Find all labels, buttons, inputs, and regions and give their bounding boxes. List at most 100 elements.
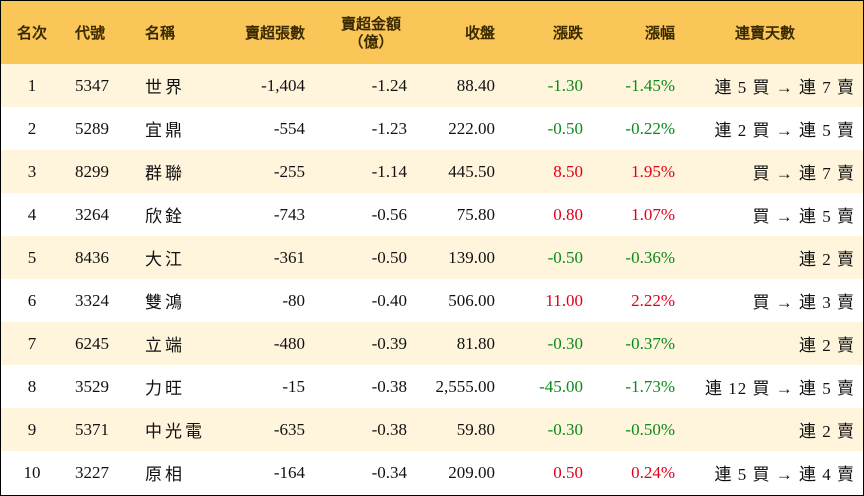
change-cell: -0.30 [547,419,583,439]
change-cell: 0.50 [553,462,583,482]
table-row: 5 8436 大江 -361 -0.50 139.00 -0.50 -0.36% 連 2 賣 [1,236,863,279]
streak-cell: 連 2 賣 [799,422,855,441]
net-sell-cell: -480 [273,333,305,353]
code-cell: 8436 [75,247,109,267]
name-cell: 原相 [145,465,185,484]
table-row: 2 5289 宜鼎 -554 -1.23 222.00 -0.50 -0.22% 連 2 買 →… [1,107,863,150]
streak-cell: 連 5 買 → 連 4 賣 [714,465,855,484]
name-cell: 中光電 [145,422,205,441]
streak-cell: 連 5 買 → 連 7 賣 [714,78,855,97]
name-cell: 大江 [145,250,185,269]
close-price-cell: 75.80 [456,204,495,224]
header-close: 收盤 [464,24,495,42]
net-sell-cell: -361 [273,247,305,267]
change-cell: -0.30 [547,333,583,353]
rank-cell: 10 [23,462,41,482]
rank-cell: 2 [27,118,37,138]
change-cell: -1.30 [547,75,583,95]
net-sell-cell: -1,404 [261,75,305,95]
name-cell: 宜鼎 [145,121,185,140]
change-pct-cell: 1.95% [631,161,675,181]
name-cell: 世界 [145,78,185,97]
net-sell-cell: -80 [282,290,305,310]
rank-cell: 6 [27,290,37,310]
change-cell: -0.50 [547,247,583,267]
close-price-cell: 2,555.00 [435,376,496,396]
table-row: 9 5371 中光電 -635 -0.38 59.80 -0.30 -0.50% 連 2 賣 [1,408,863,451]
code-cell: 6245 [75,333,109,353]
net-sell-cell: -743 [273,204,305,224]
streak-cell: 連 2 賣 [799,250,855,269]
close-price-cell: 88.40 [456,75,495,95]
header-net-amount: 賣超金額 （億） [305,1,407,64]
header-rank: 名次 [16,24,47,42]
streak-cell: 買 → 連 7 賣 [752,164,855,183]
header-net-amount-title: 賣超金額 [340,14,401,33]
net-sell-cell: -164 [273,462,305,482]
net-amount-cell: -1.24 [371,75,407,95]
net-amount-cell: -0.38 [371,419,407,439]
change-cell: -45.00 [539,376,583,396]
code-cell: 8299 [75,161,109,181]
change-pct-cell: -0.22% [625,118,675,138]
close-price-cell: 222.00 [448,118,495,138]
rank-cell: 7 [27,333,37,353]
table-row: 4 3264 欣銓 -743 -0.56 75.80 0.80 1.07% 買 → 連 5 賣 [1,193,863,236]
name-cell: 立端 [145,336,185,355]
change-pct-cell: -1.45% [625,75,675,95]
close-price-cell: 209.00 [448,462,495,482]
change-cell: -0.50 [547,118,583,138]
code-cell: 5371 [75,419,109,439]
net-amount-cell: -1.23 [371,118,407,138]
name-cell: 群聯 [145,164,185,183]
table-row: 10 3227 原相 -164 -0.34 209.00 0.50 0.24% 連 5 買 → … [1,451,863,494]
change-cell: 11.00 [545,290,583,310]
streak-cell: 連 12 買 → 連 5 賣 [705,379,855,398]
close-price-cell: 445.50 [448,161,495,181]
change-pct-cell: 0.24% [631,462,675,482]
change-pct-cell: -1.73% [625,376,675,396]
rank-cell: 8 [27,376,37,396]
code-cell: 3264 [75,204,109,224]
net-sell-cell: -635 [273,419,305,439]
net-amount-cell: -0.50 [371,247,407,267]
rank-cell: 3 [27,161,37,181]
change-cell: 0.80 [553,204,583,224]
table-row: 8 3529 力旺 -15 -0.38 2,555.00 -45.00 -1.73% 連 12 … [1,365,863,408]
streak-cell: 連 2 賣 [799,336,855,355]
change-pct-cell: 2.22% [631,290,675,310]
code-cell: 3529 [75,376,109,396]
name-cell: 欣銓 [145,207,185,226]
table-row: 7 6245 立端 -480 -0.39 81.80 -0.30 -0.37% 連 2 賣 [1,322,863,365]
streak-cell: 買 → 連 3 賣 [752,293,855,312]
net-amount-cell: -0.56 [371,204,407,224]
close-price-cell: 506.00 [448,290,495,310]
rank-cell: 5 [27,247,37,267]
header-net-amount-unit: （億） [348,32,394,51]
streak-cell: 連 2 買 → 連 5 賣 [714,121,855,140]
code-cell: 3324 [75,290,109,310]
header-code: 代號 [75,24,106,42]
net-amount-cell: -0.40 [371,290,407,310]
table-row: 1 5347 世界 -1,404 -1.24 88.40 -1.30 -1.45% 連 5 買 … [1,64,863,107]
code-cell: 5347 [75,75,109,95]
net-sell-cell: -15 [282,376,305,396]
close-price-cell: 139.00 [448,247,495,267]
change-cell: 8.50 [553,161,583,181]
change-pct-cell: -0.36% [625,247,675,267]
rank-cell: 9 [27,419,37,439]
name-cell: 力旺 [145,379,185,398]
change-pct-cell: -0.37% [625,333,675,353]
net-amount-cell: -0.38 [371,376,407,396]
rank-cell: 1 [27,75,37,95]
code-cell: 3227 [75,462,109,482]
code-cell: 5289 [75,118,109,138]
table-row: 6 3324 雙鴻 -80 -0.40 506.00 11.00 2.22% 買 → 連 3 賣 [1,279,863,322]
header-net-sell: 賣超張數 [244,24,305,42]
close-price-cell: 59.80 [456,419,495,439]
table-row: 3 8299 群聯 -255 -1.14 445.50 8.50 1.95% 買 → 連 7 賣 [1,150,863,193]
header-change: 漲跌 [552,24,583,42]
net-sell-cell: -554 [273,118,305,138]
name-cell: 雙鴻 [145,293,185,312]
